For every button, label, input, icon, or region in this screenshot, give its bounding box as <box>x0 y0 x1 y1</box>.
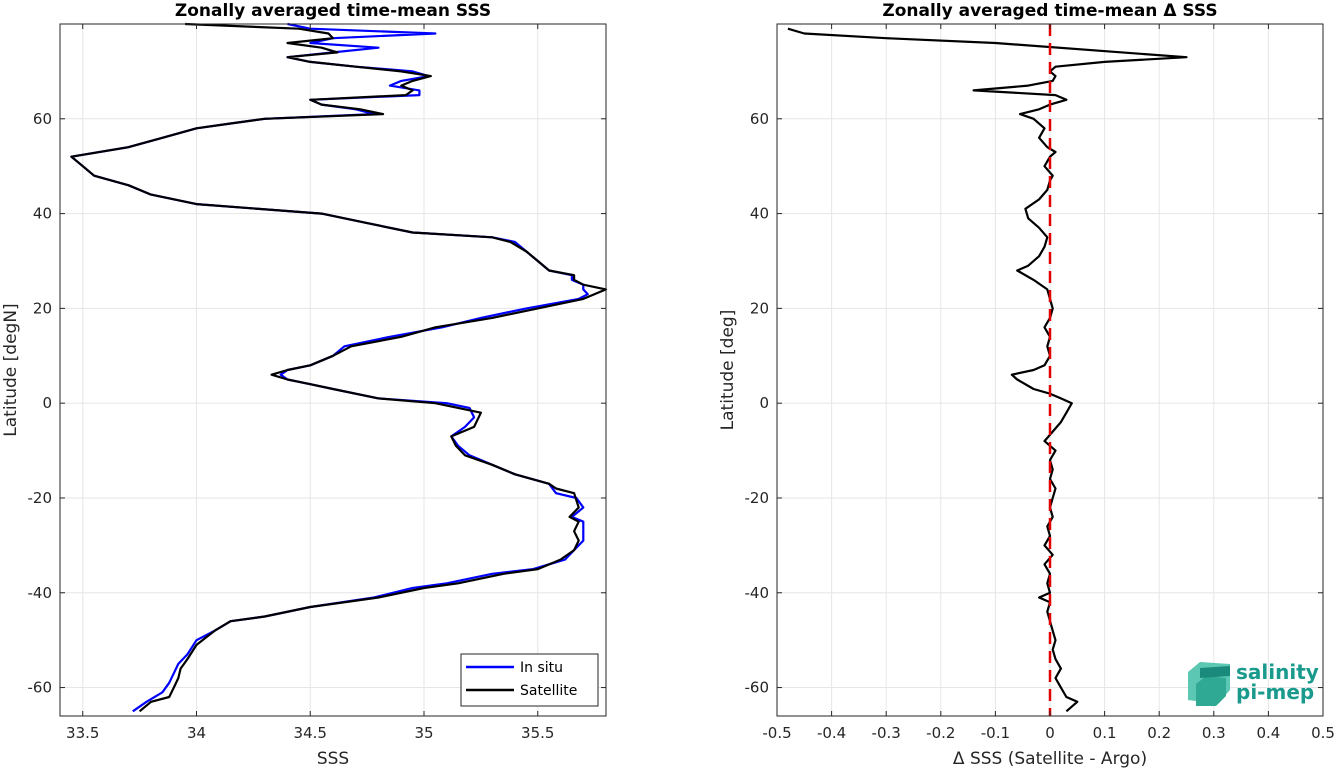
left-chart-title: Zonally averaged time-mean SSS <box>175 1 491 21</box>
left-y-tick-label: -60 <box>28 679 53 697</box>
left-ticks: 33.5 34 34.5 35 35.5 -60 -40 -20 0 20 40 60 <box>28 24 606 742</box>
salinity-pi-mep-logo: salinity pi-mep <box>1188 660 1319 706</box>
right-x-tick-label: -0.5 <box>762 724 791 742</box>
left-y-tick-label: 0 <box>42 394 52 412</box>
right-x-tick-label: 0.1 <box>1093 724 1117 742</box>
logo-line2: pi-mep <box>1236 680 1314 704</box>
logo-mark-icon <box>1188 662 1230 706</box>
right-plot-area <box>787 24 1188 716</box>
right-y-tick-label: -20 <box>745 489 770 507</box>
left-y-tick-label: -40 <box>28 584 53 602</box>
left-x-tick-label: 34 <box>187 724 206 742</box>
right-x-axis-label: Δ SSS (Satellite - Argo) <box>953 749 1147 769</box>
right-y-tick-label: 0 <box>759 394 769 412</box>
right-x-tick-label: 0.2 <box>1147 724 1171 742</box>
right-chart-title: Zonally averaged time-mean Δ SSS <box>882 1 1217 21</box>
right-y-axis-label: Latitude [deg] <box>718 310 738 431</box>
left-y-axis-label: Latitude [degN] <box>1 303 21 436</box>
right-x-tick-label: 0.3 <box>1202 724 1226 742</box>
right-x-tick-label: 0 <box>1045 724 1055 742</box>
right-x-tick-label: -0.2 <box>926 724 955 742</box>
right-y-tick-label: 40 <box>750 205 769 223</box>
right-chart: -0.5 -0.4 -0.3 -0.2 -0.1 0 0.1 0.2 0.3 0.4 0.5 -60 -… <box>718 1 1335 769</box>
left-y-tick-label: 40 <box>33 205 52 223</box>
right-y-tick-label: -40 <box>745 584 770 602</box>
right-series-line-delta-sss <box>787 27 1188 713</box>
right-x-tick-label: 0.4 <box>1256 724 1280 742</box>
right-ticks: -0.5 -0.4 -0.3 -0.2 -0.1 0 0.1 0.2 0.3 0.4 0.5 -60 -… <box>745 24 1335 742</box>
left-chart: 33.5 34 34.5 35 35.5 -60 -40 -20 0 20 40 60 Zonally… <box>1 1 608 769</box>
right-y-tick-label: 60 <box>750 110 769 128</box>
left-plot-area <box>70 22 608 713</box>
left-grid <box>60 24 606 716</box>
left-y-tick-label: 20 <box>33 299 52 317</box>
left-x-tick-label: 35.5 <box>521 724 554 742</box>
left-y-tick-label: -20 <box>28 489 53 507</box>
right-y-tick-label: 20 <box>750 299 769 317</box>
left-x-tick-label: 34.5 <box>294 724 327 742</box>
left-x-axis-label: SSS <box>317 749 349 769</box>
right-x-tick-label: -0.3 <box>872 724 901 742</box>
left-series-line-satellite <box>70 22 608 713</box>
legend: In situ Satellite <box>460 653 599 707</box>
left-x-tick-label: 33.5 <box>66 724 99 742</box>
right-y-tick-label: -60 <box>745 679 770 697</box>
legend-label-satellite: Satellite <box>520 683 577 699</box>
right-x-tick-label: -0.1 <box>981 724 1010 742</box>
left-x-tick-label: 35 <box>414 724 433 742</box>
logo-line1: salinity <box>1236 660 1319 684</box>
legend-label-in-situ: In situ <box>520 660 563 676</box>
left-y-tick-label: 60 <box>33 110 52 128</box>
right-x-tick-label: -0.4 <box>817 724 846 742</box>
right-x-tick-label: 0.5 <box>1311 724 1335 742</box>
